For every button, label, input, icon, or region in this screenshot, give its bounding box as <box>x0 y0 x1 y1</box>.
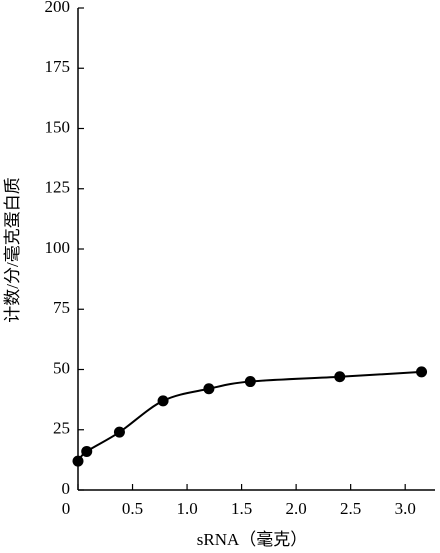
x-tick-label: 2.0 <box>286 499 307 518</box>
point <box>81 445 93 457</box>
y-tick-label: 50 <box>53 358 70 377</box>
point <box>113 426 125 438</box>
y-tick-label: 75 <box>53 298 70 317</box>
y-tick-label: 125 <box>45 178 71 197</box>
x-tick-label: 0 <box>62 499 71 518</box>
point <box>244 376 256 388</box>
point <box>334 371 346 383</box>
y-tick-label: 200 <box>45 0 71 16</box>
point <box>203 383 215 395</box>
y-tick-label: 175 <box>45 57 71 76</box>
x-tick-label: 2.5 <box>340 499 361 518</box>
x-tick-label: 0.5 <box>122 499 143 518</box>
point <box>72 455 84 467</box>
x-tick-label: 1.5 <box>231 499 252 518</box>
x-axis-label: sRNA（毫克） <box>197 530 308 549</box>
point <box>157 395 169 407</box>
x-tick-label: 3.0 <box>395 499 416 518</box>
y-tick-label: 150 <box>45 117 71 136</box>
y-tick-label: 0 <box>62 479 71 498</box>
y-tick-label: 25 <box>53 419 70 438</box>
y-axis-label: 计数/分/毫克蛋白质 <box>3 177 22 322</box>
y-tick-label: 100 <box>45 238 71 257</box>
point <box>416 366 428 378</box>
x-tick-label: 1.0 <box>176 499 197 518</box>
